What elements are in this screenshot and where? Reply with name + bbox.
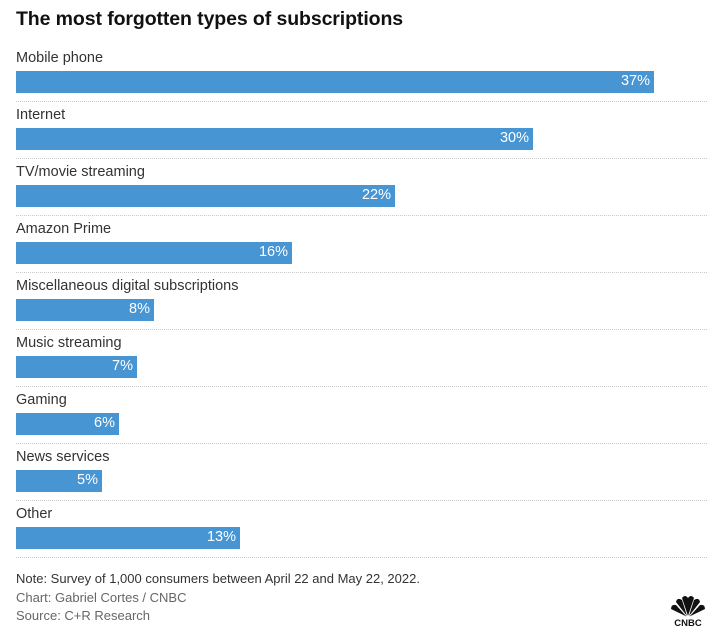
chart-row: Other 13% xyxy=(16,506,707,563)
bar-chart: Mobile phone 37% Internet 30% TV/movie strea… xyxy=(16,50,707,563)
row-divider xyxy=(16,215,707,216)
footnote: Note: Survey of 1,000 consumers between … xyxy=(16,571,420,586)
bar: 37% xyxy=(16,71,654,93)
source-note: Source: C+R Research xyxy=(16,608,151,623)
row-divider xyxy=(16,500,707,501)
chart-title: The most forgotten types of subscription… xyxy=(16,8,404,30)
data-label: 5% xyxy=(77,472,98,488)
row-divider xyxy=(16,272,707,273)
data-label: 8% xyxy=(129,301,150,317)
bar: 6% xyxy=(16,413,119,435)
chart-row: Internet 30% xyxy=(16,107,707,164)
bar: 7% xyxy=(16,356,137,378)
data-label: 13% xyxy=(206,529,236,545)
cnbc-logo-icon: CNBC xyxy=(671,596,705,628)
chart-row: Gaming 6% xyxy=(16,392,707,449)
chart-row: Miscellaneous digital subscriptions 8% xyxy=(16,278,707,335)
bar: 13% xyxy=(16,527,240,549)
row-divider xyxy=(16,557,707,558)
category-label: Miscellaneous digital subscriptions xyxy=(16,278,239,294)
data-label: 30% xyxy=(499,130,529,146)
category-label: Other xyxy=(16,506,53,522)
bar: 8% xyxy=(16,299,154,321)
category-label: Music streaming xyxy=(16,335,122,351)
chart-row: Mobile phone 37% xyxy=(16,50,707,107)
bar: 30% xyxy=(16,128,533,150)
row-divider xyxy=(16,443,707,444)
category-label: Gaming xyxy=(16,392,67,408)
row-divider xyxy=(16,158,707,159)
category-label: Mobile phone xyxy=(16,50,104,66)
chart-row: Amazon Prime 16% xyxy=(16,221,707,278)
row-divider xyxy=(16,101,707,102)
cnbc-wordmark: CNBC xyxy=(674,618,702,628)
chart-credit: Chart: Gabriel Cortes / CNBC xyxy=(16,590,187,605)
data-label: 37% xyxy=(620,73,650,89)
bar: 22% xyxy=(16,185,395,207)
category-label: TV/movie streaming xyxy=(16,164,145,180)
data-label: 16% xyxy=(258,244,288,260)
data-label: 22% xyxy=(361,187,391,203)
row-divider xyxy=(16,386,707,387)
chart-row: News services 5% xyxy=(16,449,707,506)
data-label: 7% xyxy=(112,358,133,374)
chart-row: Music streaming 7% xyxy=(16,335,707,392)
category-label: News services xyxy=(16,449,110,465)
row-divider xyxy=(16,329,707,330)
bar: 5% xyxy=(16,470,102,492)
category-label: Internet xyxy=(16,107,66,123)
peacock-feathers xyxy=(671,596,705,617)
bar: 16% xyxy=(16,242,292,264)
chart-row: TV/movie streaming 22% xyxy=(16,164,707,221)
data-label: 6% xyxy=(94,415,115,431)
category-label: Amazon Prime xyxy=(16,221,112,237)
